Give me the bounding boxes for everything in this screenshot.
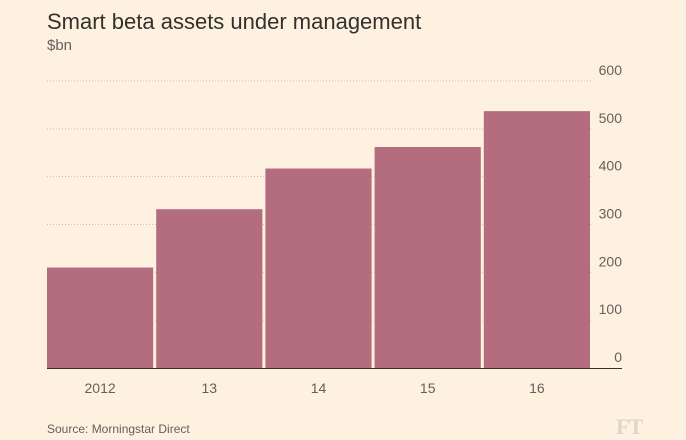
y-tick-label: 200 bbox=[599, 253, 623, 269]
bar-16 bbox=[483, 111, 590, 368]
y-tick-label: 400 bbox=[599, 158, 623, 174]
bar-2012 bbox=[47, 267, 154, 368]
x-tick-label: 2012 bbox=[85, 380, 116, 396]
bars bbox=[47, 111, 590, 368]
x-tick-label: 16 bbox=[529, 380, 545, 396]
y-tick-label: 0 bbox=[614, 349, 622, 365]
x-tick-label: 14 bbox=[311, 380, 327, 396]
bar-14 bbox=[265, 168, 372, 368]
bar-13 bbox=[156, 209, 263, 368]
x-tick-label: 13 bbox=[202, 380, 218, 396]
y-tick-label: 300 bbox=[599, 206, 623, 222]
chart-unit-label: $bn bbox=[47, 37, 73, 54]
y-tick-label: 500 bbox=[599, 110, 623, 126]
source-note: Source: Morningstar Direct bbox=[47, 422, 190, 436]
chart-title: Smart beta assets under management bbox=[47, 9, 422, 34]
y-tick-label: 600 bbox=[599, 62, 623, 78]
x-tick-label: 15 bbox=[420, 380, 436, 396]
x-axis-ticks: 2012 13 14 15 16 bbox=[85, 380, 545, 396]
ft-logo: FT bbox=[616, 414, 643, 439]
y-axis-ticks: 0 100 200 300 400 500 600 bbox=[599, 62, 623, 365]
bar-15 bbox=[374, 147, 481, 368]
y-tick-label: 100 bbox=[599, 301, 623, 317]
